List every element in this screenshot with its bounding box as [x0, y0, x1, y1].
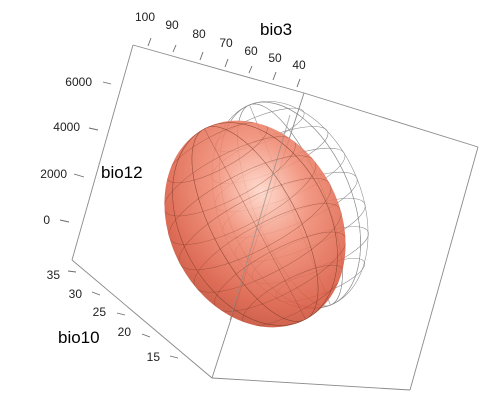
solid-parallel — [214, 231, 347, 312]
z-tick-label: 30 — [69, 287, 83, 301]
box-edge — [71, 259, 213, 379]
tick-mark — [296, 78, 301, 88]
z-axis-ticks: 35 30 25 20 15 — [47, 268, 161, 364]
y-axis-ticks: 6000 4000 2000 0 — [40, 75, 92, 227]
box-edge — [71, 44, 134, 261]
tick-mark — [248, 65, 253, 74]
y-tick-label: 4000 — [53, 120, 80, 134]
solid-parallel — [242, 264, 344, 327]
tick-mark — [88, 127, 99, 131]
tick-mark — [272, 71, 277, 81]
tick-mark — [102, 81, 112, 85]
tick-mark — [169, 355, 179, 359]
solid-meridian — [172, 122, 338, 326]
x-tick-label: 90 — [165, 18, 179, 32]
z-tick-label: 20 — [118, 325, 132, 339]
x-tick-label: 80 — [192, 27, 206, 41]
y-tick-label: 0 — [43, 213, 50, 227]
tick-mark — [199, 51, 204, 61]
x-tick-label: 100 — [135, 10, 155, 24]
x-tick-label: 50 — [268, 51, 282, 65]
tick-marks — [59, 37, 301, 359]
tick-mark — [73, 173, 85, 178]
y-tick-label: 6000 — [65, 75, 92, 89]
box-edge — [409, 146, 479, 391]
tick-mark — [224, 58, 229, 68]
solid-ellipsoid-body — [164, 120, 346, 328]
tick-mark — [59, 219, 70, 223]
z-tick-label: 35 — [47, 268, 61, 282]
box-edge — [211, 377, 411, 391]
x-axis-ticks: 100 90 80 70 60 50 40 — [135, 10, 306, 72]
x-tick-label: 70 — [219, 36, 233, 50]
tick-mark — [91, 291, 101, 296]
tick-mark — [172, 44, 177, 53]
x-tick-label: 60 — [244, 44, 258, 58]
z-tick-label: 15 — [147, 350, 161, 364]
y-tick-label: 2000 — [40, 167, 67, 181]
x-axis-title: bio3 — [260, 20, 292, 39]
y-axis-title: bio12 — [101, 163, 143, 182]
x-tick-label: 40 — [292, 58, 306, 72]
tick-mark — [141, 333, 151, 338]
z-tick-label: 25 — [93, 305, 107, 319]
box-edge — [132, 44, 305, 94]
solid-ellipsoid — [163, 114, 347, 328]
tick-mark — [67, 270, 77, 273]
box-edge — [229, 114, 291, 321]
tick-mark — [147, 37, 152, 47]
box-edge — [303, 92, 479, 148]
tick-mark — [116, 312, 126, 316]
z-axis-title: bio10 — [58, 328, 100, 347]
